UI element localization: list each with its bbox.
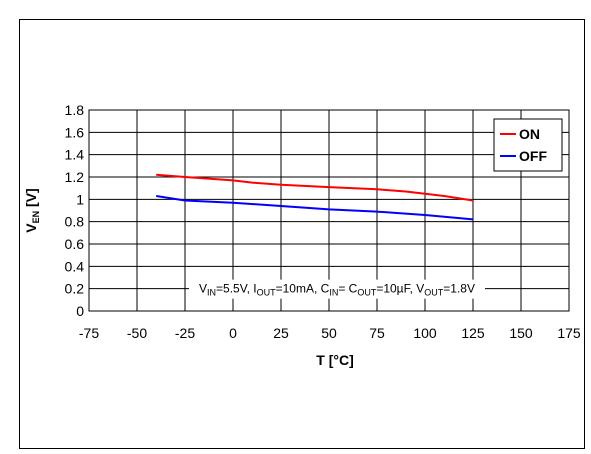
plot-area-border <box>88 109 570 312</box>
annotation-part: V <box>199 282 207 296</box>
y-tick-label: 1.2 <box>65 169 85 185</box>
x-tick-label: 125 <box>461 325 485 341</box>
x-tick-label: 150 <box>509 325 533 341</box>
x-tick-label: -75 <box>79 325 99 341</box>
y-axis-label-sub: EN <box>31 211 41 224</box>
y-tick-labels: 0 0.2 0.4 0.6 0.8 1 1.2 1.4 1.6 1.8 <box>65 102 85 319</box>
conditions-annotation: VIN=5.5V, IOUT=10mA, CIN= COUT=10µF, VOU… <box>189 279 485 299</box>
y-tick-label: 0.6 <box>65 236 85 252</box>
y-tick-label: 1 <box>76 191 84 207</box>
y-tick-label: 0.2 <box>65 281 85 297</box>
series-layer <box>156 173 474 221</box>
annotation-part: =1.8V <box>443 282 475 296</box>
legend: ON OFF <box>493 118 563 172</box>
y-tick-label: 0.8 <box>65 214 85 230</box>
annotation-part: =10µF, V <box>376 282 424 296</box>
x-axis-label: T [°C] <box>316 352 353 368</box>
x-tick-label: -25 <box>175 325 195 341</box>
y-tick-label: 0 <box>76 303 84 319</box>
y-tick-label: 0.4 <box>65 258 85 274</box>
x-tick-label: 75 <box>369 325 385 341</box>
legend-box <box>493 118 563 172</box>
annotation-part: OUT <box>257 288 277 298</box>
line-chart: -75 -50 -25 0 25 50 75 100 125 150 175 00.20.40.60… <box>23 102 581 368</box>
annotation-part: IN <box>329 288 338 298</box>
annotation-part: OUT <box>357 288 377 298</box>
series-line-on <box>156 173 474 202</box>
annotation-part: =5.5V, I <box>216 282 257 296</box>
x-tick-label: 0 <box>229 325 237 341</box>
annotation-background <box>189 279 485 299</box>
y-axis-label: VEN [V] <box>23 188 41 232</box>
x-tick-label: 175 <box>557 325 581 341</box>
y-tick-label: 1.4 <box>65 147 85 163</box>
chart-frame: -75 -50 -25 0 25 50 75 100 125 150 175 0 0.2 0.4 0.6 0… <box>19 19 585 449</box>
annotation-part: OUT <box>424 288 444 298</box>
series-line-off <box>156 195 474 221</box>
x-tick-labels: -75 -50 -25 0 25 50 75 100 125 150 175 <box>79 325 581 341</box>
y-axis-label-main: V <box>23 223 39 233</box>
x-tick-label: 100 <box>413 325 437 341</box>
legend-label-on: ON <box>519 126 540 142</box>
x-tick-label: 50 <box>321 325 337 341</box>
y-axis-label-suffix: [V] <box>23 188 39 211</box>
annotation-part: =10mA, C <box>276 282 330 296</box>
y-tick-label: 1.6 <box>65 124 85 140</box>
legend-label-off: OFF <box>519 148 547 164</box>
x-tick-label: -50 <box>127 325 147 341</box>
y-tick-label: 1.8 <box>65 102 85 118</box>
annotation-text: VIN=5.5V, IOUT=10mA, CIN= COUT=10µF, VOU… <box>199 282 475 298</box>
annotation-part: IN <box>207 288 216 298</box>
x-tick-label: 25 <box>273 325 289 341</box>
annotation-part: = C <box>338 282 357 296</box>
